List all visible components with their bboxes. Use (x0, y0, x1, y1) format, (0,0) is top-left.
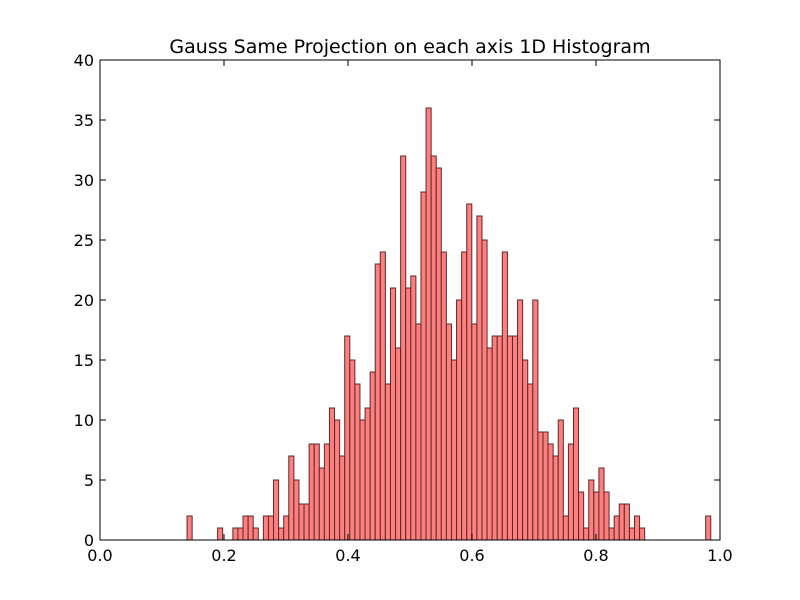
histogram-bar (629, 528, 634, 540)
histogram-bar (512, 336, 517, 540)
histogram-bar (640, 528, 645, 540)
histogram-bar (451, 360, 456, 540)
histogram-bar (431, 156, 436, 540)
histogram-bar (289, 456, 294, 540)
histogram-bar (416, 324, 421, 540)
histogram-bar (253, 528, 258, 540)
histogram-bar (502, 252, 507, 540)
histogram-bar (599, 468, 604, 540)
histogram-bar (304, 504, 309, 540)
histogram-bar (614, 516, 619, 540)
x-tick-label: 1.0 (707, 546, 732, 565)
y-tick-label: 5 (84, 471, 94, 490)
histogram-bar (406, 288, 411, 540)
histogram-bar (579, 492, 584, 540)
histogram-bar (568, 444, 573, 540)
chart-title: Gauss Same Projection on each axis 1D Hi… (169, 36, 650, 58)
histogram-bar (528, 384, 533, 540)
histogram-bar (558, 420, 563, 540)
histogram-bar (299, 504, 304, 540)
y-tick-label: 40 (74, 51, 94, 70)
histogram-bar (263, 516, 268, 540)
x-tick-label: 0.6 (459, 546, 484, 565)
y-tick-label: 15 (74, 351, 94, 370)
histogram-bar (329, 408, 334, 540)
histogram-bar (523, 360, 528, 540)
histogram-bar (462, 252, 467, 540)
histogram-bar (573, 408, 578, 540)
histogram-bar (411, 276, 416, 540)
histogram-bar (543, 432, 548, 540)
histogram-bar (426, 108, 431, 540)
histogram-bar (553, 456, 558, 540)
histogram-bar (421, 192, 426, 540)
histogram-bar (472, 324, 477, 540)
x-tick-label: 0.4 (335, 546, 360, 565)
histogram-bar (350, 360, 355, 540)
histogram-bar (589, 480, 594, 540)
histogram-bar (279, 528, 284, 540)
histogram-bar (492, 336, 497, 540)
histogram-bar (497, 336, 502, 540)
histogram-bar (482, 240, 487, 540)
histogram-bar (365, 408, 370, 540)
histogram-bar (706, 516, 711, 540)
histogram-bar (309, 444, 314, 540)
histogram-bar (619, 504, 624, 540)
histogram-bar (324, 444, 329, 540)
histogram-bar (355, 384, 360, 540)
histogram-bar (441, 252, 446, 540)
y-tick-label: 0 (84, 531, 94, 550)
histogram-bar (268, 516, 273, 540)
histogram-bar (340, 456, 345, 540)
histogram-bar (609, 528, 614, 540)
y-tick-label: 30 (74, 171, 94, 190)
histogram-bar (370, 372, 375, 540)
histogram-bar (238, 528, 243, 540)
histogram-bar (284, 516, 289, 540)
histogram-bar (345, 336, 350, 540)
histogram-bar (319, 468, 324, 540)
histogram-bar (390, 288, 395, 540)
histogram-bar (274, 480, 279, 540)
histogram-bar (594, 492, 599, 540)
histogram-bar (360, 420, 365, 540)
histogram-bar (487, 348, 492, 540)
histogram-bar (385, 384, 390, 540)
histogram-bar (380, 252, 385, 540)
histogram-bar (457, 300, 462, 540)
histogram-bar (375, 264, 380, 540)
histogram-bar (218, 528, 223, 540)
histogram-bar (314, 444, 319, 540)
histogram-bar (604, 492, 609, 540)
histogram-bar (446, 324, 451, 540)
histogram-bar (518, 300, 523, 540)
histogram-bar (563, 516, 568, 540)
y-tick-label: 20 (74, 291, 94, 310)
histogram-bar (243, 516, 248, 540)
histogram-bar (548, 444, 553, 540)
histogram-bar (248, 516, 253, 540)
y-tick-label: 10 (74, 411, 94, 430)
x-tick-label: 0.8 (583, 546, 608, 565)
histogram-bar (187, 516, 192, 540)
y-tick-label: 35 (74, 111, 94, 130)
histogram-bar (436, 168, 441, 540)
histogram-bar (624, 504, 629, 540)
histogram-bar (538, 432, 543, 540)
histogram-bar (233, 528, 238, 540)
histogram-bar (396, 348, 401, 540)
histogram-bar (467, 204, 472, 540)
histogram-bar (335, 420, 340, 540)
histogram-bar (635, 516, 640, 540)
histogram-bar (533, 300, 538, 540)
histogram-bar (507, 336, 512, 540)
histogram-bar (294, 480, 299, 540)
x-tick-label: 0.2 (211, 546, 236, 565)
histogram-bar (584, 528, 589, 540)
y-tick-label: 25 (74, 231, 94, 250)
histogram-bar (477, 216, 482, 540)
histogram-bar (401, 156, 406, 540)
